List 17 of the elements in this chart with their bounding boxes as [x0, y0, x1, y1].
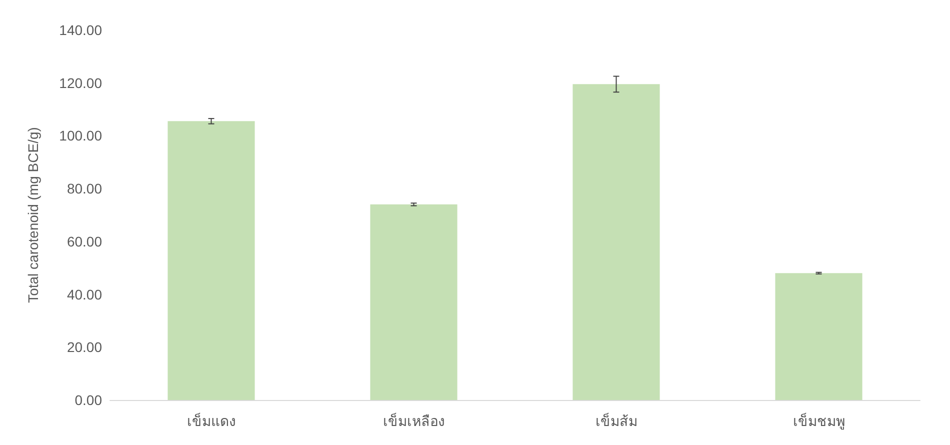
x-tick-label: เข็มแดง	[186, 412, 236, 429]
y-tick-label: 60.00	[66, 233, 102, 250]
bar	[168, 121, 255, 400]
bar	[775, 273, 862, 400]
y-tick-label: 100.00	[59, 128, 102, 144]
x-tick-label: เข็มเหลือง	[382, 412, 445, 429]
bar	[572, 84, 660, 400]
y-tick-label: 40.00	[66, 286, 102, 302]
y-tick-label: 140.00	[59, 22, 102, 38]
y-axis-title: Total carotenoid (mg BCE/g)	[25, 127, 41, 303]
bar	[370, 204, 458, 400]
y-tick-label: 80.00	[66, 180, 102, 197]
x-tick-label: เข็มชมพู	[792, 412, 845, 430]
y-tick-label: 0.00	[74, 392, 102, 408]
x-tick-label: เข็มส้ม	[595, 412, 638, 429]
y-tick-label: 20.00	[66, 339, 102, 356]
y-tick-label: 120.00	[59, 74, 102, 91]
